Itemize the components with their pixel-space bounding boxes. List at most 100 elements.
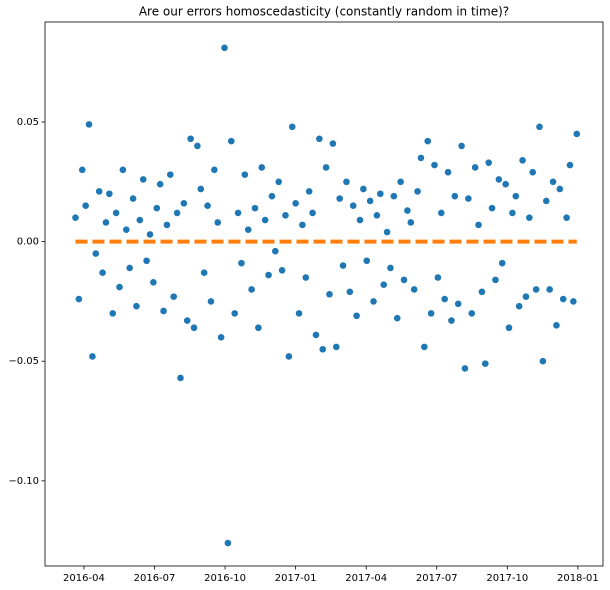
point [133,302,140,310]
y-tick-label: −0.10 [8,476,39,487]
point [356,216,364,224]
point [431,161,438,169]
point [519,156,526,164]
point [343,178,350,186]
point [532,286,540,293]
point [285,353,293,360]
point [95,188,103,195]
point [546,286,553,293]
point [119,166,127,174]
point [278,267,286,274]
point [112,209,120,217]
point [177,374,184,382]
point [258,164,266,171]
point [505,324,513,332]
point [207,298,215,305]
point [275,178,282,186]
point [319,345,327,353]
point [197,185,205,193]
x-tick-label: 2016-07 [134,573,176,584]
point [299,221,306,229]
x-tick-label: 2017-04 [345,573,387,584]
point [261,216,269,224]
point [441,295,448,303]
point [400,276,408,284]
point [427,310,435,317]
point [241,171,249,178]
point [437,209,445,217]
point [214,219,222,226]
point [217,333,225,341]
point [536,123,543,131]
point [143,257,150,265]
point [383,228,391,236]
point [102,219,110,226]
point [305,188,313,195]
point [244,226,252,233]
point [234,209,242,217]
point [414,188,421,195]
point [78,166,86,174]
point [92,250,100,257]
point [482,360,489,367]
point [512,192,520,200]
chart-title: Are our errors homoscedasticity (constan… [139,5,509,19]
point [539,357,547,365]
point [515,302,523,310]
point [109,310,117,317]
point [529,168,537,176]
point [173,209,181,217]
point [221,44,228,52]
point [200,269,208,277]
point [373,211,381,219]
point [231,310,238,317]
x-tick-label: 2017-01 [275,573,317,584]
point [75,295,83,303]
point [434,274,442,281]
point [566,161,574,169]
point [126,264,133,272]
point [353,312,360,320]
point [563,214,570,221]
point [387,264,394,272]
point [272,247,279,255]
point [312,331,320,339]
point [329,140,337,147]
point [458,142,465,150]
point [139,176,147,183]
point [170,293,178,300]
point [360,185,367,193]
point [478,288,486,296]
point [498,259,506,267]
point [153,204,161,212]
point [502,180,509,188]
point [204,202,211,210]
point [454,300,462,308]
point [194,142,201,150]
point [421,343,428,351]
point [370,298,377,305]
point [190,324,198,332]
point [366,197,374,205]
point [72,214,79,221]
y-tick-label: −0.05 [8,356,39,367]
point [251,204,259,212]
point [448,317,455,324]
point [248,286,255,293]
point [492,276,499,284]
point [475,221,482,229]
point [424,137,432,145]
point [573,130,581,138]
point [488,204,496,212]
point [377,190,384,198]
point [363,257,371,265]
point [265,271,272,279]
point [556,185,564,193]
point [410,286,418,293]
y-tick-label: 0.00 [17,237,39,248]
point [417,154,425,162]
point [163,221,171,229]
point [397,178,404,186]
